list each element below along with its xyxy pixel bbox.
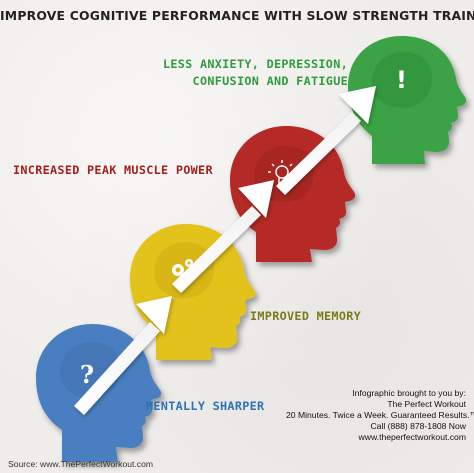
credit-line-1: Infographic brought to you by: <box>352 388 466 398</box>
infographic-title: IMPROVE COGNITIVE PERFORMANCE WITH SLOW … <box>0 8 474 23</box>
head-red <box>230 126 356 262</box>
credit-line-5: www.theperfectworkout.com <box>358 432 466 442</box>
stage-1-label: MENTALLY SHARPER <box>146 399 265 413</box>
stage-2-label: IMPROVED MEMORY <box>250 309 362 323</box>
head-green <box>348 36 467 164</box>
credit-line-2: The Perfect Workout <box>387 399 466 409</box>
credit-line-4: Call (888) 878-1808 Now <box>370 421 466 431</box>
question-mark-icon: ? <box>80 360 94 389</box>
credit-block: Infographic brought to you by: The Perfe… <box>286 388 474 443</box>
progress-arrow <box>74 86 376 415</box>
stage-4-label-line1: LESS ANXIETY, DEPRESSION, <box>162 57 348 71</box>
stage-4-label: LESS ANXIETY, DEPRESSION, CONFUSION AND … <box>163 56 348 90</box>
credit-line-3: 20 Minutes. Twice a Week. Guaranteed Res… <box>286 410 474 420</box>
stage-3-label: INCREASED PEAK MUSCLE POWER <box>13 163 213 177</box>
stage-4-label-line2: CONFUSION AND FATIGUE <box>192 74 348 88</box>
exclamation-icon: ! <box>396 66 407 94</box>
source-credit: Source: www.ThePerfectWorkout.com <box>8 459 154 469</box>
